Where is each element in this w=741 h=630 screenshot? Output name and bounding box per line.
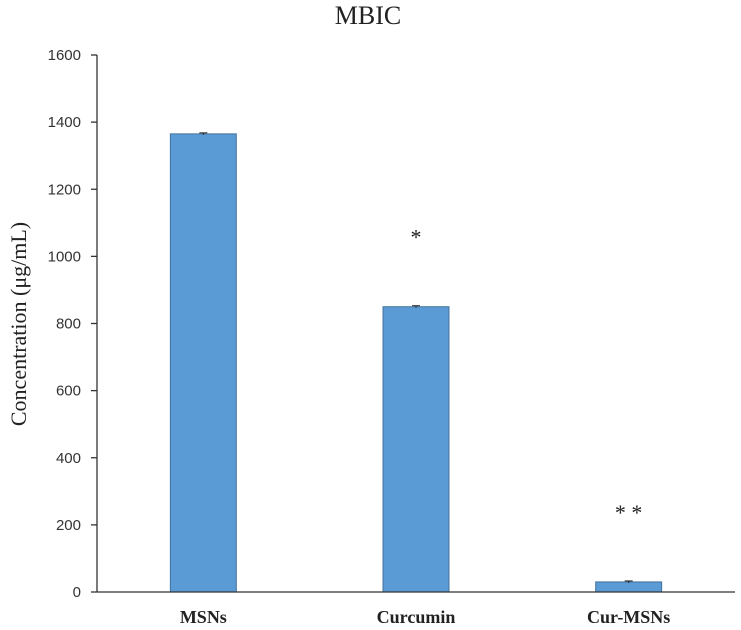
y-tick-label: 400 bbox=[56, 450, 81, 467]
x-tick-label: Cur-MSNs bbox=[587, 607, 670, 627]
significance-marker: * * bbox=[615, 500, 643, 525]
y-tick-label: 800 bbox=[56, 316, 81, 333]
y-tick-label: 200 bbox=[56, 517, 81, 534]
x-axis: MSNs Curcumin Cur-MSNs bbox=[180, 607, 671, 627]
y-tick-label: 600 bbox=[56, 383, 81, 400]
bars-group: * * * bbox=[169, 132, 663, 593]
y-axis-label: Concentration (μg/mL) bbox=[6, 222, 31, 426]
bar-cur-msns bbox=[595, 581, 663, 593]
y-tick-label: 1200 bbox=[48, 181, 81, 198]
significance-marker: * bbox=[411, 225, 422, 250]
y-axis: 0 200 400 600 800 1000 1200 1400 1600 bbox=[48, 47, 97, 601]
bar-msns bbox=[169, 133, 237, 593]
y-tick-label: 1600 bbox=[48, 47, 81, 64]
x-tick-label: Curcumin bbox=[377, 607, 456, 627]
y-tick-label: 0 bbox=[73, 584, 81, 601]
x-tick-label: MSNs bbox=[180, 607, 227, 627]
bar-curcumin bbox=[382, 306, 450, 593]
y-tick-label: 1000 bbox=[48, 248, 81, 265]
y-tick-label: 1400 bbox=[48, 114, 81, 131]
chart-title: MBIC bbox=[335, 1, 401, 30]
